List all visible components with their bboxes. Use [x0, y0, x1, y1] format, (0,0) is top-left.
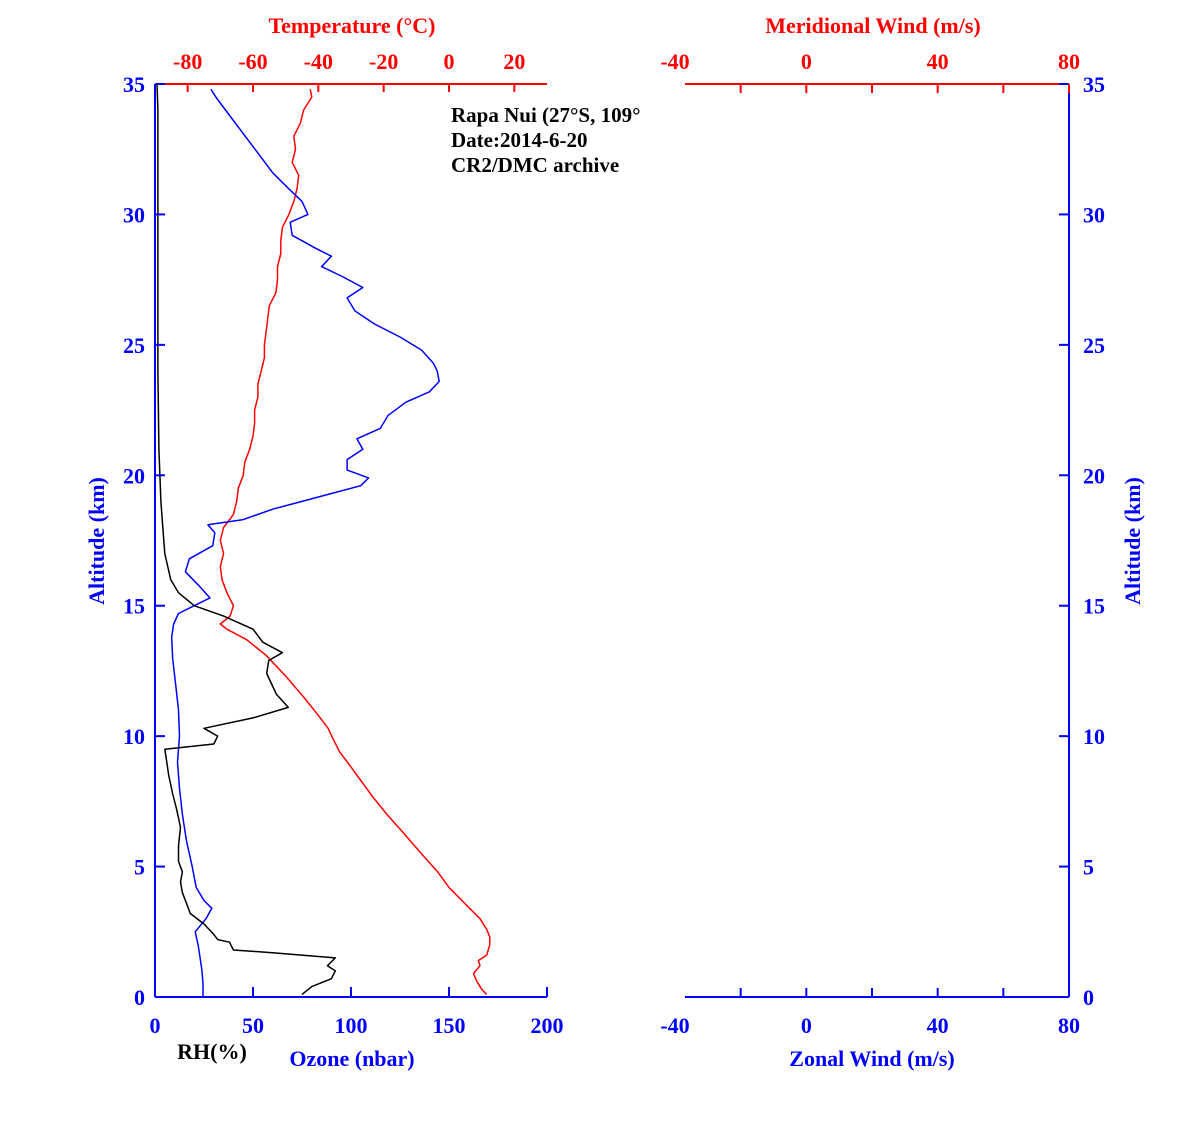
y-tick-label: 20 — [123, 463, 145, 488]
right-panel-x-ticks: -40 0 40 80 — [660, 988, 1080, 1038]
left-panel-x-ticks: 0 50 100 150 200 — [150, 987, 564, 1038]
y-tick-label: 25 — [123, 333, 145, 358]
y-axis-label-right: Altitude (km) — [1120, 477, 1145, 605]
station-info-line-2: Date:2014-6-20 — [451, 128, 587, 152]
series-line-temperature — [219, 89, 491, 995]
x-axis-label-rh: RH(%) — [177, 1039, 247, 1064]
x-axis-label-zonal-wind: Zonal Wind (m/s) — [789, 1046, 954, 1071]
y-tick-label: 35 — [1083, 72, 1105, 97]
x2-axis-label-temperature: Temperature (°C) — [268, 13, 435, 38]
y-tick-label: 25 — [1083, 333, 1105, 358]
y-tick-label: 0 — [134, 985, 145, 1010]
x2-tick-label: -80 — [173, 49, 202, 74]
y-tick-label: 20 — [1083, 463, 1105, 488]
x2-tick-label: -20 — [369, 49, 398, 74]
station-info: Rapa Nui (27°S, 109° Date:2014-6-20 CR2/… — [451, 103, 641, 177]
x-tick-label: 100 — [335, 1013, 368, 1038]
x2-tick-label: 0 — [444, 49, 455, 74]
series-line-rh — [156, 83, 337, 995]
y-tick-label: 30 — [1083, 202, 1105, 227]
x-tick-label: 150 — [433, 1013, 466, 1038]
x-tick-label: 50 — [242, 1013, 264, 1038]
y-tick-label: 15 — [123, 594, 145, 619]
x2-tick-label: 80 — [1058, 49, 1080, 74]
x2-tick-label: -40 — [304, 49, 333, 74]
left-panel-y-ticks: 0 5 10 15 20 25 30 35 — [123, 72, 165, 1010]
x-tick-label: 40 — [927, 1013, 949, 1038]
x-axis-label-ozone: Ozone (nbar) — [289, 1046, 414, 1071]
x2-axis-label-meridional-wind: Meridional Wind (m/s) — [765, 13, 981, 38]
station-info-line-3: CR2/DMC archive — [451, 153, 619, 177]
x2-tick-label: -40 — [660, 49, 689, 74]
x-tick-label: 80 — [1058, 1013, 1080, 1038]
x2-tick-label: 20 — [503, 49, 525, 74]
y-tick-label: 5 — [134, 855, 145, 880]
x-tick-label: 0 — [150, 1013, 161, 1038]
x2-tick-label: -60 — [238, 49, 267, 74]
left-panel-x2-ticks: -80 -60 -40 -20 0 20 — [173, 49, 525, 92]
series-line-ozone — [170, 88, 440, 997]
station-info-line-1: Rapa Nui (27°S, 109° — [451, 103, 641, 127]
right-panel: 0 5 10 15 20 25 30 35 -40 0 40 80 -40 0 40 80 Altitud… — [660, 13, 1145, 1071]
y-tick-label: 0 — [1083, 985, 1094, 1010]
y-tick-label: 5 — [1083, 855, 1094, 880]
x-tick-label: 0 — [801, 1013, 812, 1038]
x-tick-label: 200 — [531, 1013, 564, 1038]
y-tick-label: 30 — [123, 202, 145, 227]
y-tick-label: 35 — [123, 72, 145, 97]
y-tick-label: 15 — [1083, 594, 1105, 619]
right-panel-x2-ticks: -40 0 40 80 — [660, 49, 1080, 93]
y-axis-label-left: Altitude (km) — [84, 477, 109, 605]
x-tick-label: -40 — [660, 1013, 689, 1038]
y-tick-label: 10 — [123, 724, 145, 749]
right-panel-y-ticks: 0 5 10 15 20 25 30 35 — [1059, 72, 1105, 1010]
x2-tick-label: 40 — [927, 49, 949, 74]
left-plot-series — [156, 83, 491, 997]
y-tick-label: 10 — [1083, 724, 1105, 749]
x2-tick-label: 0 — [801, 49, 812, 74]
